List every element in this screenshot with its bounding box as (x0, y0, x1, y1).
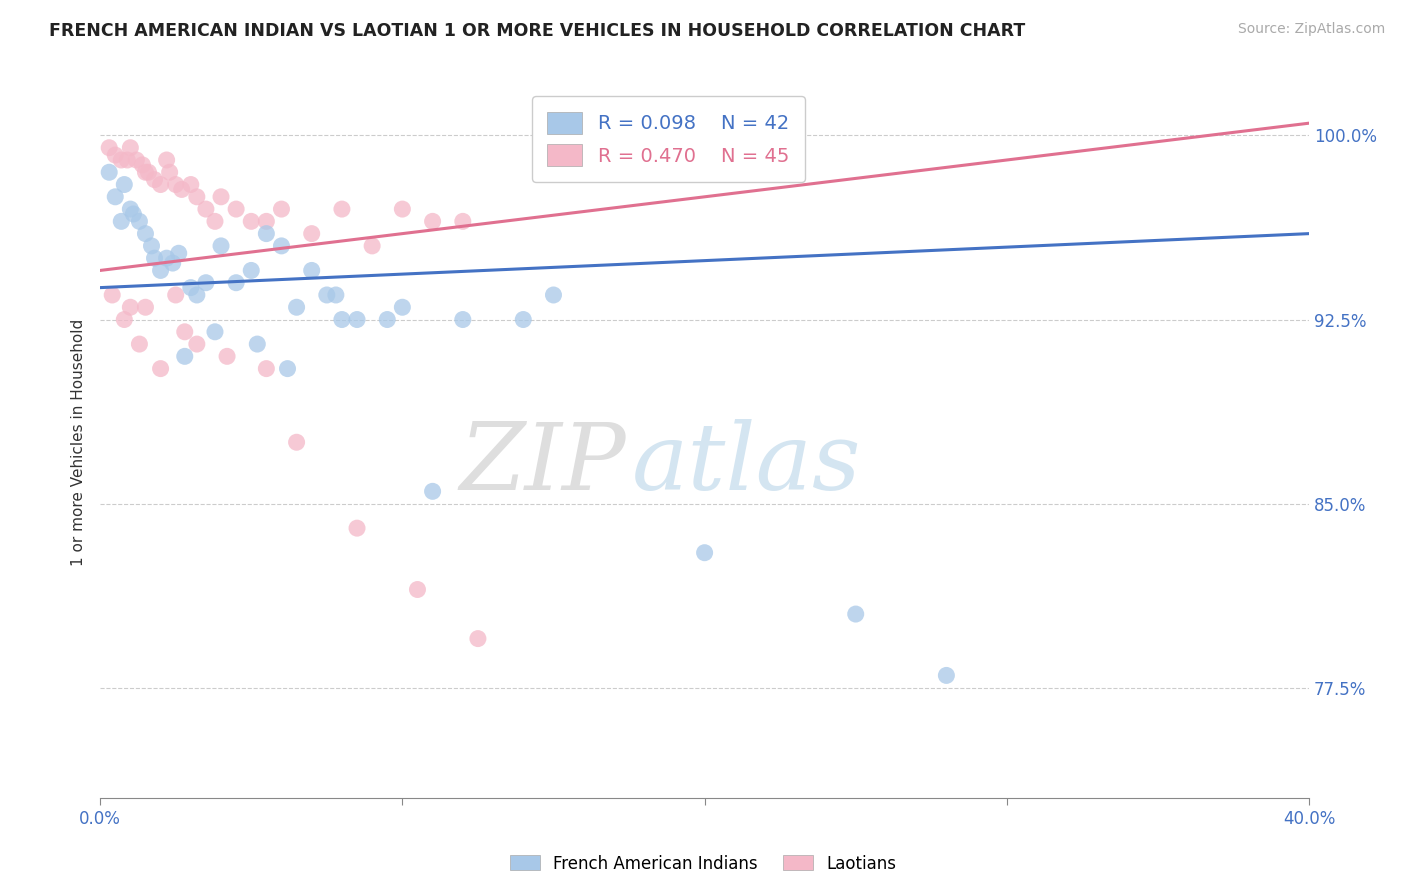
Text: atlas: atlas (633, 418, 862, 508)
Point (209, 239, 232, 253)
Point (451, 214, 474, 228)
Point (149, 263, 172, 277)
Point (276, 361, 298, 376)
Point (134, 165, 156, 179)
Point (159, 165, 181, 179)
Point (240, 214, 263, 228)
Point (173, 349, 195, 363)
Point (270, 239, 292, 253)
Point (128, 214, 150, 228)
Point (173, 325, 195, 339)
Point (156, 153, 179, 167)
Point (254, 227, 277, 241)
Point (240, 263, 263, 277)
Point (170, 182, 193, 196)
Point (301, 227, 323, 241)
Point (246, 337, 269, 351)
Point (845, 607, 868, 621)
Point (149, 178, 172, 192)
Point (110, 214, 132, 228)
Point (543, 288, 565, 302)
Y-axis label: 1 or more Vehicles in Household: 1 or more Vehicles in Household (72, 318, 86, 566)
Point (422, 214, 444, 228)
Point (122, 207, 145, 221)
Point (112, 312, 135, 326)
Point (935, 668, 957, 682)
Point (315, 288, 337, 302)
Point (117, 153, 139, 167)
Point (330, 202, 353, 216)
Point (693, 546, 716, 560)
Point (120, 141, 142, 155)
Point (110, 153, 132, 167)
Point (134, 227, 156, 241)
Point (204, 214, 226, 228)
Legend: R = 0.098    N = 42, R = 0.470    N = 45: R = 0.098 N = 42, R = 0.470 N = 45 (531, 96, 804, 182)
Point (204, 325, 226, 339)
Point (270, 202, 292, 216)
Point (512, 312, 534, 326)
Point (391, 202, 413, 216)
Point (162, 256, 184, 270)
Point (285, 435, 308, 450)
Point (180, 280, 202, 294)
Point (143, 251, 166, 265)
Text: FRENCH AMERICAN INDIAN VS LAOTIAN 1 OR MORE VEHICLES IN HOUSEHOLD CORRELATION CH: FRENCH AMERICAN INDIAN VS LAOTIAN 1 OR M… (49, 22, 1025, 40)
Text: Source: ZipAtlas.com: Source: ZipAtlas.com (1237, 22, 1385, 37)
Point (165, 288, 187, 302)
Point (167, 246, 190, 260)
Point (104, 190, 127, 204)
Point (112, 178, 135, 192)
Point (98, 141, 121, 155)
Point (180, 178, 202, 192)
Point (186, 190, 208, 204)
Point (125, 153, 148, 167)
Point (406, 582, 429, 597)
Point (138, 165, 160, 179)
Point (165, 178, 187, 192)
Point (346, 521, 368, 535)
Point (98, 165, 121, 179)
Point (375, 312, 398, 326)
Point (225, 276, 247, 290)
Point (194, 276, 217, 290)
Point (254, 361, 277, 376)
Point (325, 288, 347, 302)
Point (467, 632, 489, 646)
Point (186, 288, 208, 302)
Point (134, 300, 156, 314)
Point (391, 300, 413, 314)
Point (194, 202, 217, 216)
Point (225, 202, 247, 216)
Point (422, 484, 444, 499)
Point (128, 337, 150, 351)
Point (254, 214, 277, 228)
Point (361, 239, 384, 253)
Point (120, 300, 142, 314)
Point (141, 239, 163, 253)
Point (101, 288, 124, 302)
Point (215, 349, 238, 363)
Text: ZIP: ZIP (460, 418, 626, 508)
Point (285, 300, 308, 314)
Point (603, 116, 626, 130)
Legend: French American Indians, Laotians: French American Indians, Laotians (503, 848, 903, 880)
Point (186, 337, 208, 351)
Point (346, 312, 368, 326)
Point (301, 263, 323, 277)
Point (104, 148, 127, 162)
Point (330, 312, 353, 326)
Point (149, 361, 172, 376)
Point (131, 158, 153, 172)
Point (209, 190, 232, 204)
Point (156, 251, 179, 265)
Point (143, 172, 166, 186)
Point (120, 202, 142, 216)
Point (451, 312, 474, 326)
